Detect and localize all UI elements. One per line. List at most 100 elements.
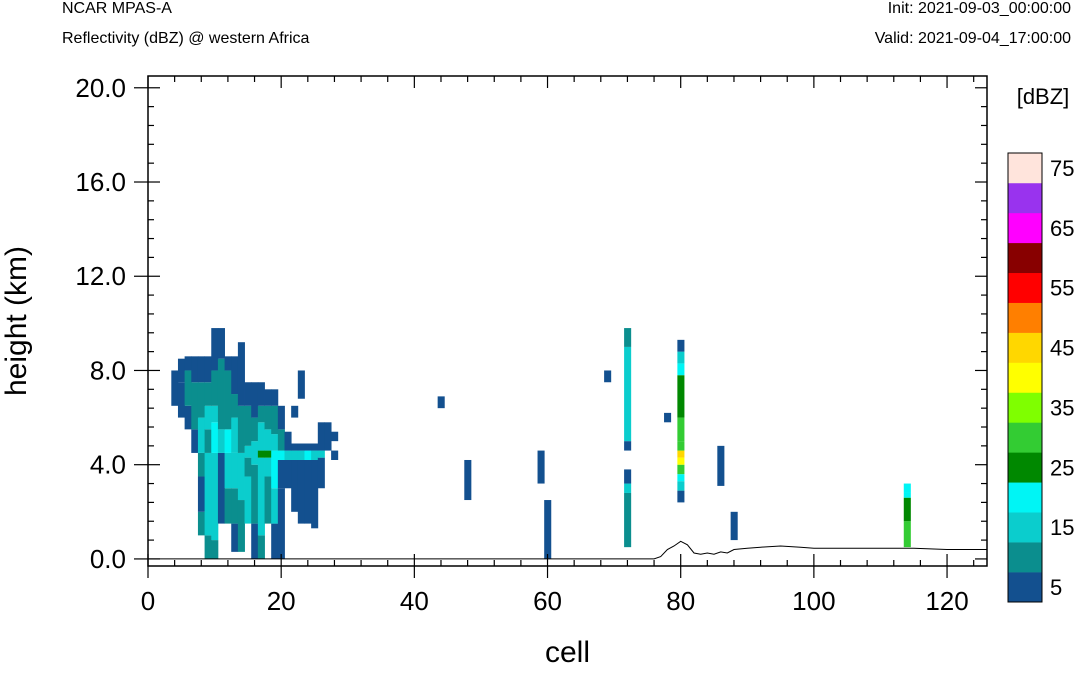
reflectivity-cell <box>271 434 279 451</box>
reflectivity-cell <box>197 356 205 383</box>
reflectivity-cell <box>197 452 205 477</box>
colorbar-swatch <box>1008 153 1042 184</box>
reflectivity-cell <box>297 443 305 451</box>
reflectivity-cell <box>730 511 738 541</box>
colorbar-label: 45 <box>1050 336 1074 361</box>
reflectivity-cell <box>244 457 252 477</box>
reflectivity-cell <box>204 405 212 430</box>
reflectivity-cell <box>291 459 299 512</box>
reflectivity-cell <box>604 370 612 383</box>
colorbar-swatch <box>1008 542 1042 573</box>
y-tick-label: 12.0 <box>75 261 126 291</box>
reflectivity-cell <box>664 412 672 423</box>
reflectivity-cell <box>244 476 252 524</box>
reflectivity-cell <box>211 370 219 406</box>
colorbar-frame <box>1007 152 1043 603</box>
reflectivity-cell <box>903 483 911 493</box>
reflectivity-cell <box>264 405 272 430</box>
reflectivity-cell <box>264 450 272 458</box>
reflectivity-cell <box>237 405 245 453</box>
reflectivity-cell <box>177 382 186 418</box>
colorbar-swatch <box>1008 572 1042 603</box>
reflectivity-cell <box>271 488 279 524</box>
reflectivity-cell <box>244 445 252 458</box>
reflectivity-cell <box>677 464 685 475</box>
reflectivity-cell <box>204 452 212 536</box>
reflectivity-cell <box>297 450 305 460</box>
reflectivity-cell <box>217 328 225 359</box>
reflectivity-cell <box>191 429 199 453</box>
reflectivity-cell <box>191 382 199 430</box>
reflectivity-cell <box>677 375 685 418</box>
colorbar-units: [dBZ] <box>1017 84 1070 109</box>
reflectivity-cell <box>317 457 325 489</box>
reflectivity-cell <box>311 459 319 529</box>
reflectivity-cell <box>257 535 265 559</box>
reflectivity-cell <box>903 492 911 498</box>
y-tick-label: 4.0 <box>90 450 126 480</box>
reflectivity-cell <box>624 328 632 347</box>
reflectivity-cell <box>677 457 685 465</box>
reflectivity-cell <box>244 382 252 406</box>
x-axis-title: cell <box>545 636 590 669</box>
reflectivity-cell <box>271 389 279 406</box>
reflectivity-cell <box>297 370 305 399</box>
reflectivity-cell <box>304 443 312 451</box>
colorbar-swatch <box>1008 422 1042 453</box>
reflectivity-cell <box>217 429 225 453</box>
colorbar-label: 65 <box>1050 216 1074 241</box>
colorbar: 5 15 25 35 45 55 65 75 <box>1007 152 1074 603</box>
reflectivity-cell <box>544 500 552 559</box>
reflectivity-cell <box>211 540 219 559</box>
reflectivity-cell <box>297 459 305 524</box>
colorbar-swatch <box>1008 302 1042 333</box>
valid-time: Valid: 2021-09-04_17:00:00 <box>874 30 1071 47</box>
reflectivity-cell <box>171 370 179 406</box>
reflectivity-cell <box>217 452 225 524</box>
colorbar-label: 55 <box>1050 276 1074 301</box>
reflectivity-cell <box>204 535 212 559</box>
reflectivity-cell <box>217 358 225 430</box>
reflectivity-cell <box>277 405 285 430</box>
y-tick-label: 0.0 <box>90 544 126 574</box>
reflectivity-cell <box>291 450 299 460</box>
reflectivity-cell <box>331 431 339 442</box>
reflectivity-cell <box>204 429 212 453</box>
axis-ticks <box>134 76 987 578</box>
reflectivity-cell <box>284 450 292 460</box>
y-tick-label: 16.0 <box>75 167 126 197</box>
reflectivity-cell <box>624 346 632 442</box>
reflectivity-cell <box>197 476 205 512</box>
reflectivity-cell <box>464 459 472 501</box>
colorbar-label: 35 <box>1050 395 1074 420</box>
reflectivity-cell <box>264 429 272 451</box>
reflectivity-cell <box>197 417 205 453</box>
reflectivity-cell <box>237 342 245 406</box>
reflectivity-cell <box>677 481 685 491</box>
reflectivity-cell <box>231 452 239 489</box>
reflectivity-cell <box>304 450 312 460</box>
reflectivity-cell <box>184 370 192 406</box>
reflectivity-cell <box>311 443 319 451</box>
colorbar-swatch <box>1008 272 1042 303</box>
reflectivity-cell <box>257 457 265 536</box>
reflectivity-cell <box>224 452 232 489</box>
reflectivity-cell <box>184 405 192 430</box>
reflectivity-cell <box>257 382 265 406</box>
axis-tick-labels: 0 20 40 60 80 100 120 0.0 4.0 8.0 12.0 16.0 20.0 <box>75 73 968 616</box>
reflectivity-cell <box>224 370 232 430</box>
reflectivity-cell <box>211 422 219 453</box>
colorbar-swatch <box>1008 212 1042 244</box>
reflectivity-cell <box>251 382 259 418</box>
reflectivity-cell <box>264 389 272 406</box>
reflectivity-cell <box>677 351 685 364</box>
reflectivity-cell <box>257 405 265 423</box>
reflectivity-cell <box>284 431 292 451</box>
plot-frame <box>147 75 988 567</box>
reflectivity-cell <box>284 459 292 489</box>
reflectivity-cell <box>717 445 725 486</box>
reflectivity-cell <box>251 441 259 465</box>
reflectivity-cell <box>224 488 232 524</box>
reflectivity-cell <box>244 405 252 446</box>
